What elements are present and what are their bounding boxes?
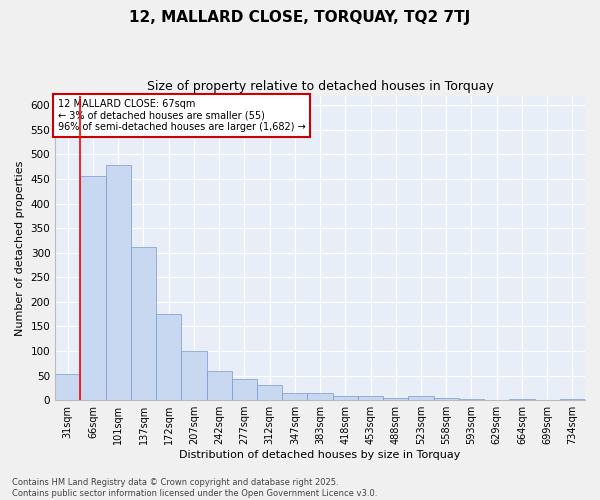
- Bar: [206, 371, 232, 400]
- Bar: [257, 386, 282, 400]
- X-axis label: Distribution of detached houses by size in Torquay: Distribution of detached houses by size …: [179, 450, 461, 460]
- Bar: [80, 176, 106, 400]
- Text: Contains HM Land Registry data © Crown copyright and database right 2025.
Contai: Contains HM Land Registry data © Crown c…: [12, 478, 377, 498]
- Bar: [560, 399, 585, 400]
- Bar: [282, 392, 307, 400]
- Text: 12, MALLARD CLOSE, TORQUAY, TQ2 7TJ: 12, MALLARD CLOSE, TORQUAY, TQ2 7TJ: [130, 10, 470, 25]
- Y-axis label: Number of detached properties: Number of detached properties: [15, 160, 25, 336]
- Text: 12 MALLARD CLOSE: 67sqm
← 3% of detached houses are smaller (55)
96% of semi-det: 12 MALLARD CLOSE: 67sqm ← 3% of detached…: [58, 98, 305, 132]
- Bar: [181, 351, 206, 400]
- Bar: [434, 398, 459, 400]
- Bar: [106, 166, 131, 400]
- Bar: [55, 374, 80, 400]
- Bar: [459, 398, 484, 400]
- Bar: [156, 314, 181, 400]
- Bar: [232, 379, 257, 400]
- Title: Size of property relative to detached houses in Torquay: Size of property relative to detached ho…: [147, 80, 493, 93]
- Bar: [358, 396, 383, 400]
- Bar: [131, 247, 156, 400]
- Bar: [509, 398, 535, 400]
- Bar: [332, 396, 358, 400]
- Bar: [307, 392, 332, 400]
- Bar: [383, 398, 409, 400]
- Bar: [409, 396, 434, 400]
